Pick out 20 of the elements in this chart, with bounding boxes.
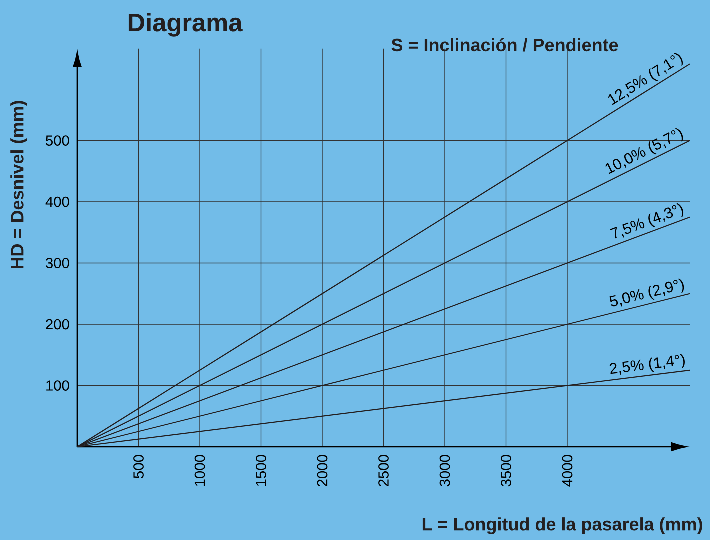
x-tick-label: 4000 <box>562 455 573 487</box>
x-tick-label: 500 <box>134 455 144 478</box>
y-tick-label: 500 <box>46 136 70 146</box>
y-tick-label: 300 <box>46 258 70 268</box>
chart-title: Diagrama <box>128 13 243 37</box>
y-tick-label: 100 <box>46 380 70 391</box>
x-tick-label: 1000 <box>194 455 206 486</box>
x-tick-label: 2500 <box>378 455 389 486</box>
x-axis-title: L = Longitud de la pasarela (mm) <box>422 518 702 534</box>
x-tick-label: 3500 <box>501 455 512 487</box>
chart-subtitle: S = Inclinación / Pendiente <box>392 38 618 52</box>
y-tick-label: 200 <box>46 319 70 330</box>
x-tick-label: 3000 <box>440 455 450 487</box>
text: 7,5% (4,3°) <box>610 204 684 239</box>
x-tick-label: 1500 <box>256 455 266 486</box>
y-tick-label: 400 <box>46 196 70 208</box>
y-axis-title: HD = Desnivel (mm) <box>10 101 28 269</box>
text: 5,0% (2,9°) <box>610 278 684 307</box>
text: 2,5% (1,4°) <box>610 354 685 375</box>
x-tick-label: 2000 <box>317 455 328 486</box>
